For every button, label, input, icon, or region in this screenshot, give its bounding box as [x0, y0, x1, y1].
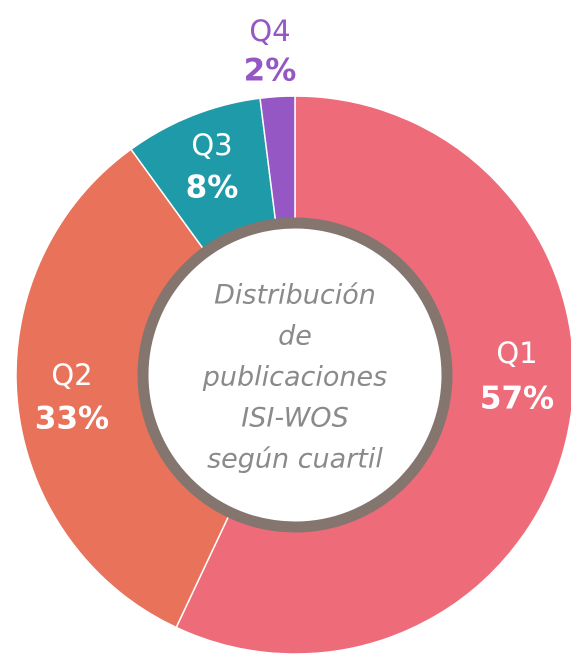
- category-label: Q2: [51, 358, 92, 392]
- category-label: Q1: [496, 336, 537, 370]
- center-text: Distribución: [214, 280, 376, 311]
- value-label: 8%: [186, 170, 239, 206]
- value-label: 33%: [35, 401, 109, 437]
- category-label: Q3: [191, 128, 232, 162]
- center-text: según cuartil: [207, 444, 383, 475]
- value-label: 2%: [244, 53, 297, 89]
- center-ring: [137, 217, 453, 533]
- value-label: 57%: [480, 381, 554, 417]
- center-text: de: [278, 321, 312, 352]
- center-text: ISI-WOS: [241, 403, 348, 434]
- category-label: Q4: [249, 14, 290, 48]
- center-text: publicaciones: [202, 362, 387, 393]
